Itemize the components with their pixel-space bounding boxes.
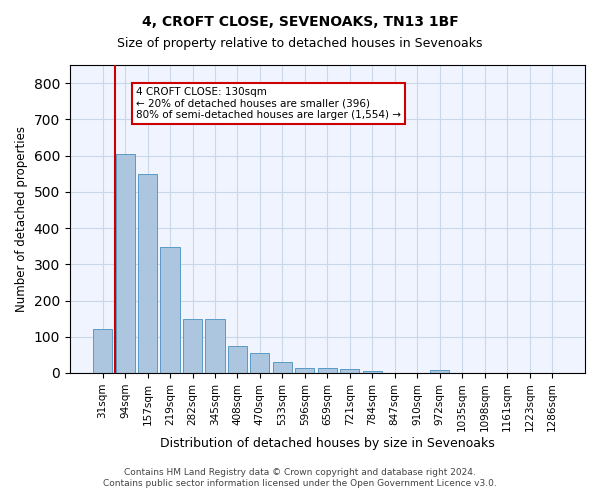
Bar xyxy=(430,370,449,373)
Bar xyxy=(273,362,292,373)
Bar xyxy=(318,368,337,373)
Bar xyxy=(160,247,179,373)
Text: Size of property relative to detached houses in Sevenoaks: Size of property relative to detached ho… xyxy=(117,38,483,51)
Text: Contains HM Land Registry data © Crown copyright and database right 2024.
Contai: Contains HM Land Registry data © Crown c… xyxy=(103,468,497,487)
Text: 4 CROFT CLOSE: 130sqm
← 20% of detached houses are smaller (396)
80% of semi-det: 4 CROFT CLOSE: 130sqm ← 20% of detached … xyxy=(136,86,401,120)
Bar xyxy=(250,353,269,373)
X-axis label: Distribution of detached houses by size in Sevenoaks: Distribution of detached houses by size … xyxy=(160,437,495,450)
Bar xyxy=(116,154,134,373)
Y-axis label: Number of detached properties: Number of detached properties xyxy=(15,126,28,312)
Bar xyxy=(93,330,112,373)
Bar xyxy=(228,346,247,373)
Bar xyxy=(205,320,224,373)
Bar xyxy=(138,174,157,373)
Text: 4, CROFT CLOSE, SEVENOAKS, TN13 1BF: 4, CROFT CLOSE, SEVENOAKS, TN13 1BF xyxy=(142,15,458,29)
Bar xyxy=(295,368,314,373)
Bar xyxy=(183,320,202,373)
Bar xyxy=(340,370,359,373)
Bar xyxy=(363,371,382,373)
